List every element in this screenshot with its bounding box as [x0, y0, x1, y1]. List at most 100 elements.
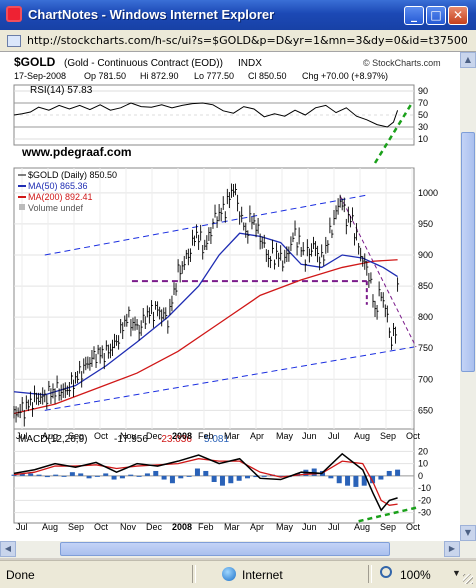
x-axis-tick-label: Sep: [68, 431, 84, 441]
x-axis-tick-label: Aug: [354, 522, 370, 532]
macd-histogram-bar: [153, 470, 159, 476]
zoom-icon: [380, 566, 392, 578]
resize-grip-icon[interactable]: [463, 574, 473, 584]
x-axis-tick-label: Nov: [120, 431, 137, 441]
status-divider: [192, 565, 196, 583]
macd-histogram-bar: [345, 475, 351, 486]
legend-swatch-volume: [19, 204, 25, 210]
window-titlebar[interactable]: ChartNotes - Windows Internet Explorer _…: [0, 0, 476, 30]
vertical-scroll-thumb[interactable]: [461, 132, 475, 372]
macd-histogram-bar: [253, 475, 259, 478]
legend-ma200: MA(200) 892.41: [28, 192, 93, 202]
x-axis-tick-label: Sep: [380, 431, 396, 441]
macd-name: MACD(12,26,9): [18, 434, 87, 445]
price-tick-label: 750: [418, 343, 433, 353]
rsi-chart: 90 70 50 30 10: [13, 86, 428, 164]
zoom-level[interactable]: 100%: [400, 568, 431, 582]
x-axis-tick-label: Aug: [42, 431, 58, 441]
macd-tick-label: -30: [418, 508, 431, 518]
downtrend-line: [339, 195, 417, 348]
macd-histogram-bar: [61, 475, 67, 477]
x-axis-tick-label: Aug: [42, 522, 58, 532]
macd-histogram-bar: [395, 469, 401, 476]
macd-histogram-bar: [244, 475, 250, 479]
price-tick-label: 1000: [418, 188, 438, 198]
macd-histogram-bar: [278, 475, 284, 477]
status-divider: [368, 565, 372, 583]
x-axis-tick-label: Jul: [16, 431, 28, 441]
macd-histogram-bar: [86, 475, 92, 479]
macd-histogram-bar: [328, 475, 334, 479]
x-axis-tick-label: Aug: [354, 431, 370, 441]
macd-histogram-bar: [169, 475, 175, 484]
maximize-button[interactable]: □: [426, 6, 446, 25]
scroll-left-arrow-icon[interactable]: ◀: [0, 541, 16, 557]
scroll-right-arrow-icon[interactable]: ▶: [444, 541, 460, 557]
macd-histogram-bar: [378, 475, 384, 480]
macd-histogram-bar: [203, 470, 209, 476]
scroll-up-arrow-icon[interactable]: ▲: [460, 52, 476, 68]
address-url[interactable]: http://stockcharts.com/h-sc/ui?s=$GOLD&p…: [27, 34, 467, 47]
chart-exchange: INDX: [238, 58, 262, 69]
price-tick-label: 850: [418, 281, 433, 291]
macd-histogram-bar: [44, 475, 50, 478]
rsi-label: RSI(14) 57.83: [30, 85, 93, 96]
x-axis-tick-label: Nov: [120, 522, 137, 532]
address-bar[interactable]: http://stockcharts.com/h-sc/ui?s=$GOLD&p…: [0, 30, 476, 52]
legend-price: $GOLD (Daily) 850.50: [28, 170, 117, 180]
macd-histogram-bar: [11, 474, 17, 476]
quote-date: 17-Sep-2008: [14, 71, 66, 81]
x-axis-tick-label: Jul: [328, 522, 340, 532]
website-watermark: www.pdegraaf.com: [21, 145, 132, 159]
price-tick-label: 950: [418, 219, 433, 229]
horizontal-scroll-thumb[interactable]: [60, 542, 390, 556]
price-tick-label: 650: [418, 405, 433, 415]
macd-tick-label: 10: [418, 459, 428, 469]
x-axis-tick-label: Dec: [146, 522, 163, 532]
status-bar: Done Internet 100% ▼: [0, 560, 476, 588]
macd-histogram-bar: [161, 475, 167, 480]
macd-histogram-bar: [136, 475, 142, 477]
x-axis-tick-label: Oct: [406, 522, 421, 532]
legend-ma50: MA(50) 865.36: [28, 181, 88, 191]
macd-histogram-bar: [94, 475, 100, 477]
minimize-button[interactable]: _: [404, 6, 424, 25]
x-axis-tick-label: Jul: [16, 522, 28, 532]
scroll-down-arrow-icon[interactable]: ▼: [460, 525, 476, 541]
macd-histogram-bar: [178, 475, 184, 479]
x-axis-tick-label: Mar: [224, 522, 240, 532]
stock-chart: $GOLD (Gold - Continuous Contract (EOD))…: [11, 55, 441, 532]
price-panel: [13, 167, 415, 430]
legend-volume: Volume undef: [28, 203, 84, 213]
x-axis-tick-label: Dec: [146, 431, 163, 441]
ma200-line: [13, 259, 398, 415]
window-title: ChartNotes - Windows Internet Explorer: [28, 7, 275, 22]
rsi-line: [13, 102, 399, 128]
price-legend: $GOLD (Daily) 850.50 MA(50) 865.36 MA(20…: [18, 170, 117, 213]
macd-histogram-bar: [194, 468, 200, 476]
x-axis-tick-label: 2008: [172, 431, 192, 441]
page-content: $GOLD (Gold - Continuous Contract (EOD))…: [0, 52, 460, 541]
x-axis-tick-label: Sep: [380, 522, 396, 532]
x-axis-tick-label: Oct: [94, 522, 109, 532]
x-axis-tick-label: Feb: [198, 431, 214, 441]
macd-trend-annotation: [358, 506, 417, 523]
horizontal-scrollbar[interactable]: ◀ ▶: [0, 541, 476, 558]
x-axis-tick-label: May: [276, 522, 294, 532]
price-tick-label: 800: [418, 312, 433, 322]
rsi-tick-label: 50: [418, 110, 428, 120]
chart-description: (Gold - Continuous Contract (EOD)): [64, 58, 223, 69]
macd-histogram-bar: [28, 473, 34, 476]
upper-channel-line: [44, 194, 369, 256]
macd-histogram-bar: [211, 475, 217, 482]
x-axis-tick-label: Mar: [224, 431, 240, 441]
vertical-scrollbar[interactable]: ▲ ▼: [460, 52, 476, 541]
quote-open: Op 781.50: [84, 71, 126, 81]
macd-histogram-bar: [311, 468, 317, 476]
chevron-down-icon[interactable]: ▼: [452, 568, 461, 578]
price-chart: 1000 950 900 850 800 750 700 650: [13, 168, 438, 429]
macd-histogram-bar: [261, 475, 267, 477]
close-button[interactable]: ✕: [448, 6, 468, 25]
quote-high: Hi 872.90: [140, 71, 179, 81]
macd-tick-label: -10: [418, 483, 431, 493]
